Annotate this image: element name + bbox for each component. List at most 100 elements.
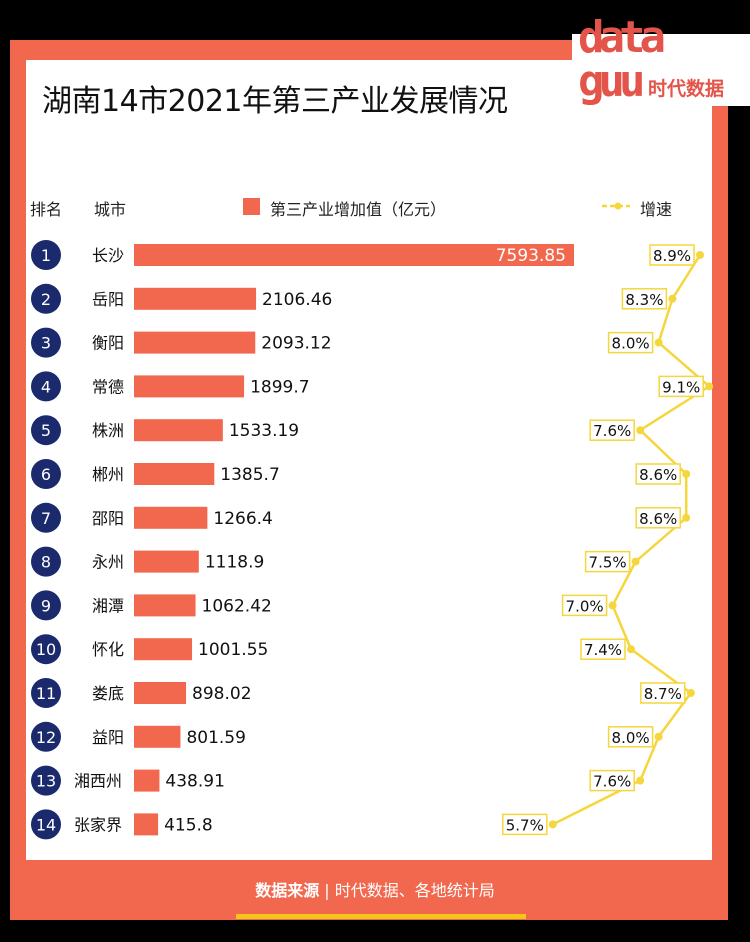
growth-label-box <box>589 419 635 441</box>
bar-value-label: 7593.85 <box>496 246 566 266</box>
bar <box>134 375 245 398</box>
city-label: 岳阳 <box>92 290 124 309</box>
footer-underline <box>236 914 526 919</box>
rank-circle <box>31 459 61 489</box>
bar <box>134 463 215 485</box>
growth-label-box <box>607 331 654 354</box>
city-label: 娄底 <box>92 684 124 703</box>
growth-label: 7.0% <box>566 597 604 615</box>
chart-title: 湖南14市2021年第三产业发展情况 <box>42 84 508 119</box>
bar <box>134 725 181 748</box>
bar-value-label: 898.02 <box>192 684 251 704</box>
growth-label-box <box>561 594 608 617</box>
growth-point <box>548 820 557 829</box>
bar <box>134 638 193 661</box>
rank-number: 2 <box>41 290 51 309</box>
rank-circle <box>31 327 61 358</box>
bar <box>134 813 159 836</box>
growth-label: 8.0% <box>612 335 650 353</box>
growth-point <box>654 732 663 741</box>
rank-circle <box>31 502 61 533</box>
footer-source: 时代数据、各地统计局 <box>334 881 495 900</box>
rank-circle <box>31 678 61 708</box>
city-header: 城市 <box>94 200 127 219</box>
growth-point <box>608 601 617 610</box>
legend-bar-swatch <box>243 198 260 215</box>
footer-separator: | <box>324 881 330 900</box>
brand-logo: data guu 时代数据 <box>572 16 750 126</box>
bar <box>134 550 199 573</box>
bar-value-label: 1385.7 <box>220 465 279 485</box>
logo-brand-text: 时代数据 <box>648 78 725 100</box>
growth-point <box>631 557 640 566</box>
growth-point <box>668 294 677 303</box>
rank-circle <box>31 634 61 665</box>
growth-label-box <box>635 463 681 485</box>
rank-number: 9 <box>41 596 51 615</box>
growth-label: 9.1% <box>662 378 700 396</box>
rank-header: 排名 <box>30 200 63 219</box>
growth-point <box>654 338 663 347</box>
footer-label: 数据来源 <box>255 881 320 900</box>
rank-number: 8 <box>41 553 51 572</box>
growth-label-box <box>607 726 654 748</box>
growth-label: 8.0% <box>612 729 650 747</box>
rank-circle <box>31 765 61 796</box>
bar-value-label: 438.91 <box>165 772 224 792</box>
rank-number: 12 <box>36 728 56 747</box>
bar-value-label: 1266.4 <box>213 509 272 529</box>
bar-value-label: 1062.42 <box>202 596 272 616</box>
city-label: 张家界 <box>74 815 122 834</box>
growth-label: 8.3% <box>625 291 663 309</box>
growth-label: 7.6% <box>593 773 631 791</box>
legend-line-icon <box>602 202 630 210</box>
growth-label: 7.5% <box>589 554 627 572</box>
rank-circle <box>31 590 61 621</box>
bar-value-label: 801.59 <box>186 728 245 748</box>
city-label: 湘潭 <box>92 596 124 615</box>
rank-number: 5 <box>41 421 51 440</box>
rank-number: 14 <box>36 815 56 834</box>
growth-label-box <box>640 682 686 704</box>
bar <box>134 506 208 529</box>
bar-value-label: 1001.55 <box>198 640 268 660</box>
growth-label-box <box>589 769 635 792</box>
rank-circle <box>31 240 61 270</box>
rank-circle <box>31 546 61 577</box>
bar-value-label: 1899.7 <box>250 377 309 397</box>
growth-label-box <box>502 813 548 836</box>
growth-point <box>682 513 691 522</box>
growth-label: 8.9% <box>653 247 691 265</box>
city-label: 衡阳 <box>92 334 124 353</box>
growth-point <box>636 426 645 435</box>
rank-circle <box>31 415 61 446</box>
logo-wordmark-top: data <box>578 12 666 63</box>
bar <box>134 419 223 442</box>
bar-value-label: 1118.9 <box>205 553 264 573</box>
rank-number: 10 <box>36 640 56 659</box>
city-label: 永州 <box>92 553 124 572</box>
rank-number: 3 <box>41 334 51 353</box>
rank-number: 11 <box>36 684 56 703</box>
rank-circle <box>31 283 61 314</box>
growth-label: 7.4% <box>584 641 622 659</box>
growth-label-box <box>635 507 681 529</box>
growth-point <box>696 251 704 259</box>
bar <box>134 287 257 310</box>
growth-label-box <box>621 288 668 310</box>
growth-line <box>552 254 712 826</box>
growth-label: 5.7% <box>506 816 544 834</box>
growth-point <box>686 689 695 697</box>
bar-value-label: 2106.46 <box>262 290 332 310</box>
bar <box>134 594 196 617</box>
growth-label-box <box>580 638 626 660</box>
growth-label: 8.6% <box>639 466 677 484</box>
rank-circle <box>31 721 61 752</box>
city-label: 常德 <box>92 377 124 396</box>
rank-circle <box>31 371 61 402</box>
bar <box>134 244 574 266</box>
growth-label-box <box>584 550 631 573</box>
growth-label-box <box>658 375 704 398</box>
bar-value-label: 1533.19 <box>229 421 299 441</box>
